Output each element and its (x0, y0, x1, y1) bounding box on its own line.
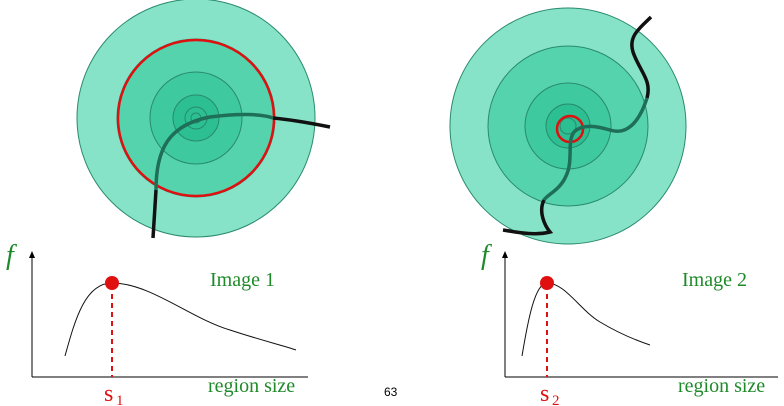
image1-diagram (76, 0, 331, 239)
image2-y-axis-arrow (502, 251, 508, 258)
image1-peak-marker (105, 276, 119, 290)
image2-f-label: f (481, 240, 492, 271)
image2-x-axis-label: region size (678, 375, 765, 397)
page-number: 63 (384, 385, 398, 399)
image2-diagram (449, 7, 687, 245)
image2-curve-top (630, 15, 653, 99)
image2-peak-marker (540, 276, 554, 290)
image2-title: Image 2 (682, 269, 747, 291)
image2-curve-bottom (502, 199, 554, 236)
image2-response-curve (521, 282, 651, 357)
image1-curve-right (272, 116, 331, 129)
image1-peak-subscript: 1 (116, 393, 124, 406)
image2-region-center (559, 117, 577, 135)
image1-f-label: f (6, 240, 17, 271)
image2-peak-label: s (540, 381, 549, 406)
image2-plot: f Image 2 region size s 2 (481, 240, 778, 406)
image1-x-axis-label: region size (208, 375, 295, 397)
image1-title: Image 1 (210, 269, 275, 291)
image2-peak-subscript: 2 (552, 393, 560, 406)
image1-peak-label: s (104, 381, 113, 406)
image1-response-curve (64, 282, 297, 357)
image1-y-axis-arrow (29, 251, 35, 258)
image2-curve-inner (542, 97, 649, 202)
image1-plot: f Image 1 region size s 1 (6, 240, 308, 406)
image1-curve-lower (151, 189, 158, 239)
image1-curve-inner (154, 112, 274, 191)
